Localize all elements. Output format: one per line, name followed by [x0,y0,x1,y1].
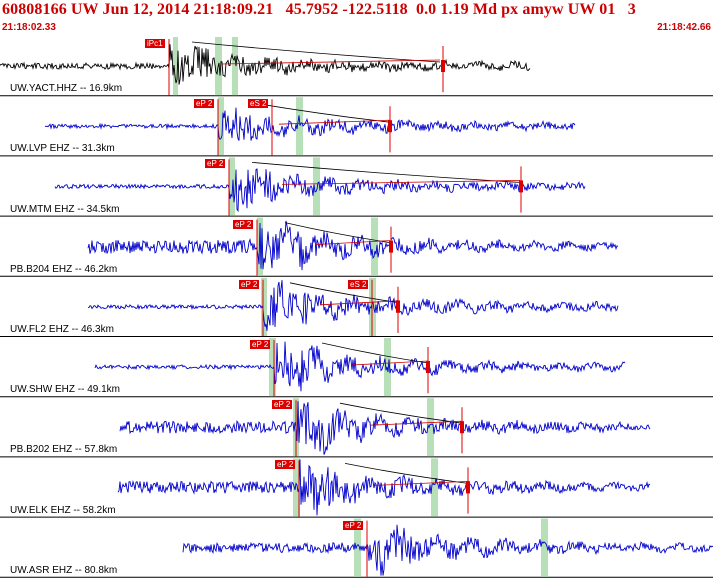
coda-end-handle[interactable] [426,361,430,373]
analysis-window [296,97,303,156]
coda-end-handle[interactable] [389,240,393,253]
coda-curve [289,282,401,304]
phase-pick-label[interactable]: eP 2 [272,400,293,410]
phase-pick-label[interactable]: eS 2 [348,279,369,289]
phase-pick-label[interactable]: eP 2 [205,159,226,169]
trace-row[interactable] [0,518,713,578]
waveform-trace [0,44,531,85]
waveform-trace [119,401,651,455]
station-label: UW.LVP EHZ -- 31.3km [10,143,115,155]
analysis-window [229,157,235,216]
coda-fit-line [278,119,391,125]
coda-fit-line [369,420,463,426]
seismogram-panel[interactable]: iPc1 UW.YACT.HHZ -- 16.9km eP 2 eS 2 UW.LVP … [0,36,713,583]
event-title: 60808166 UW Jun 12, 2014 21:18:09.21 45.… [2,1,636,18]
trace-row[interactable] [0,458,713,518]
coda-curve [344,463,469,484]
station-label: UW.MTM EHZ -- 34.5km [10,203,120,215]
analysis-window [541,518,548,577]
coda-end-handle[interactable] [466,481,470,494]
analysis-window [232,37,238,96]
analysis-window [313,157,320,216]
phase-pick-label[interactable]: eP 2 [194,99,215,109]
waveform-trace [94,341,626,392]
analysis-window [269,338,276,397]
coda-curve [248,101,391,123]
station-label: UW.ELK EHZ -- 58.2km [10,504,116,516]
analysis-window [173,37,178,96]
trace-row[interactable] [0,217,713,277]
trace-row[interactable] [0,157,713,217]
coda-curve [191,41,441,63]
phase-pick-label[interactable]: iPc1 [145,39,165,48]
waveform-trace [182,524,713,576]
coda-fit-line [351,360,429,366]
analysis-window [257,217,263,276]
station-label: UW.FL2 EHZ -- 46.3km [10,324,114,335]
coda-fit-line [221,59,441,65]
coda-curve [251,162,521,183]
seismogram-canvas[interactable] [0,36,713,578]
analysis-window [293,458,300,517]
trace-row[interactable] [0,398,713,458]
station-label: UW.YACT.HHZ -- 16.9km [10,83,123,95]
coda-fit-line [374,481,469,486]
station-label: PB.B204 EHZ -- 46.2km [10,263,118,275]
station-label: UW.ASR EHZ -- 80.8km [10,564,118,576]
coda-end-handle[interactable] [460,421,464,434]
coda-fit-line [281,180,521,185]
trace-row[interactable] [0,338,713,398]
trace-row[interactable] [0,37,713,97]
waveform-trace [44,107,576,141]
end-time: 21:18:42.66 [657,22,711,33]
phase-pick-label[interactable]: eP 2 [233,219,254,229]
phase-pick-label[interactable]: eP 2 [239,279,260,289]
coda-end-handle[interactable] [519,180,523,193]
phase-pick-label[interactable]: eP 2 [275,460,296,470]
station-label: PB.B202 EHZ -- 57.8km [10,444,118,456]
coda-end-handle[interactable] [441,60,445,72]
waveform-trace [54,168,586,213]
analysis-window [431,458,438,517]
waveform-trace [87,220,619,271]
waveform-trace [87,280,619,331]
waveform-trace [117,459,651,516]
trace-row[interactable] [0,277,713,337]
analysis-window [218,97,224,156]
analysis-window [427,398,434,457]
phase-pick-label[interactable]: eP 2 [343,520,364,530]
analysis-window [354,518,361,577]
coda-fit-line [314,240,391,245]
header: 60808166 UW Jun 12, 2014 21:18:09.21 45.… [0,0,713,36]
analysis-window [371,217,378,276]
coda-end-handle[interactable] [396,300,400,313]
coda-curve [339,402,463,424]
coda-fit-line [319,300,401,306]
station-label: UW.SHW EHZ -- 49.1km [10,384,121,396]
phase-pick-label[interactable]: eP 2 [250,340,271,349]
coda-end-handle[interactable] [388,120,392,133]
analysis-window [261,277,267,336]
phase-pick-label[interactable]: eS 2 [248,99,269,109]
start-time: 21:18:02.33 [2,22,56,33]
